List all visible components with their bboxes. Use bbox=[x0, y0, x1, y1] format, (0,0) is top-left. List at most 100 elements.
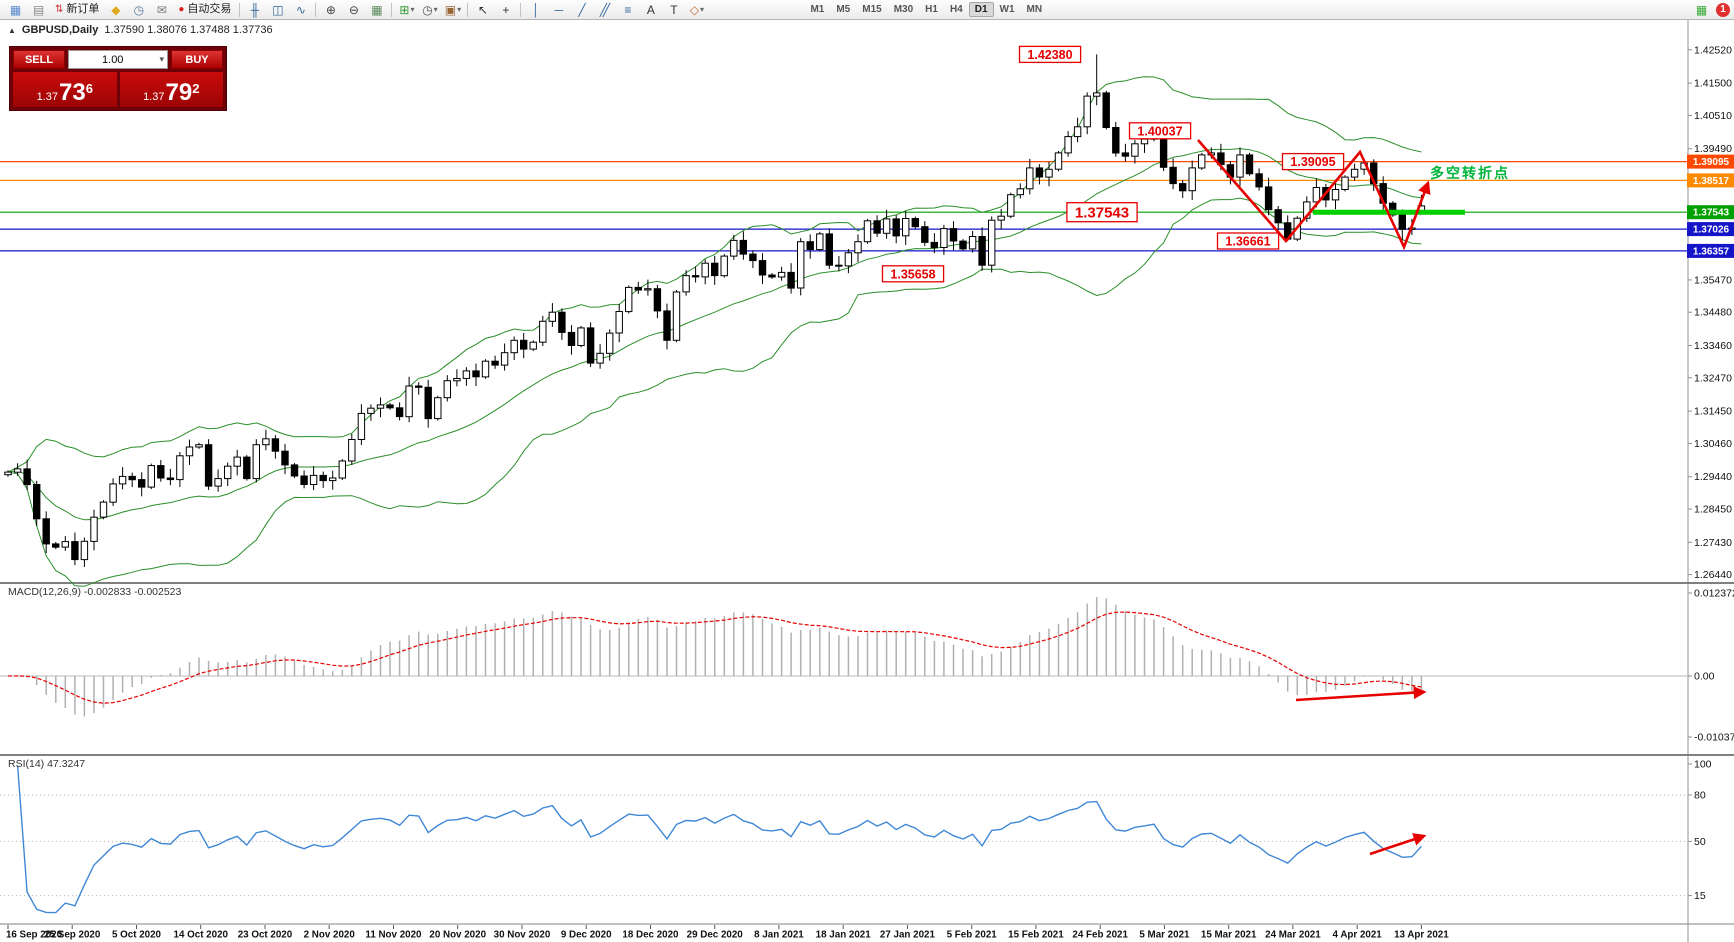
svg-text:1.31450: 1.31450 bbox=[1694, 406, 1732, 418]
turning-point-label: 多空转折点 bbox=[1430, 165, 1510, 181]
label-icon[interactable]: T bbox=[670, 2, 678, 17]
svg-text:24 Mar 2021: 24 Mar 2021 bbox=[1265, 930, 1321, 941]
svg-text:15: 15 bbox=[1694, 890, 1706, 902]
indicators-icon[interactable]: ⊞ ▾ bbox=[399, 2, 415, 17]
one-click-toggle-icon[interactable]: ▲ bbox=[8, 25, 16, 35]
svg-text:13 Apr 2021: 13 Apr 2021 bbox=[1394, 930, 1449, 941]
candles-chart-type-icon[interactable]: ◫ bbox=[272, 2, 284, 17]
main-toolbar: ▦ ▤ ⇅ 新订单 ◆ ◷ ✉ ● 自动交易 ╫ ◫ ∿ ⊕ ⊖ ▦ ⊞ ▾ ◷ ▾ ▣ ▾ ↖ + │ ─ ╱ ╱╱ ≡ A T ◇ ▾ M1… bbox=[0, 0, 1734, 20]
macd-panel: 0.012372 0.00 -0.010374 bbox=[0, 588, 1734, 744]
templates-icon-dropdown[interactable]: ▾ bbox=[457, 4, 462, 14]
svg-text:1.26440: 1.26440 bbox=[1694, 569, 1732, 581]
svg-text:2 Nov 2020: 2 Nov 2020 bbox=[304, 930, 356, 941]
svg-text:1.32470: 1.32470 bbox=[1694, 372, 1732, 384]
svg-text:1.34480: 1.34480 bbox=[1694, 307, 1732, 319]
svg-text:11 Nov 2020: 11 Nov 2020 bbox=[365, 930, 422, 941]
svg-text:24 Feb 2021: 24 Feb 2021 bbox=[1072, 930, 1128, 941]
crosshair-icon[interactable]: + bbox=[502, 2, 510, 17]
periods-icon-dropdown[interactable]: ▾ bbox=[433, 4, 438, 14]
buy-price-display[interactable]: 1.37 79 2 bbox=[119, 72, 223, 107]
mailbox-icon[interactable]: ✉ bbox=[156, 2, 167, 17]
candlesticks bbox=[4, 54, 1426, 567]
svg-text:5 Oct 2020: 5 Oct 2020 bbox=[112, 930, 162, 941]
svg-text:50: 50 bbox=[1694, 836, 1706, 848]
svg-text:100: 100 bbox=[1694, 759, 1712, 771]
sell-button[interactable]: SELL bbox=[13, 50, 65, 69]
volume-input[interactable] bbox=[69, 52, 157, 67]
svg-text:14 Oct 2020: 14 Oct 2020 bbox=[174, 930, 229, 941]
fibonacci-icon[interactable]: ≡ bbox=[624, 2, 632, 17]
timeframe-button-h4[interactable]: H4 bbox=[949, 4, 963, 15]
channel-icon[interactable]: ╱╱ bbox=[599, 2, 611, 17]
autotrading-button[interactable]: ● 自动交易 bbox=[178, 3, 232, 15]
shapes-icon-dropdown[interactable]: ▾ bbox=[700, 4, 705, 14]
svg-text:1.40510: 1.40510 bbox=[1694, 110, 1732, 122]
trendline-icon[interactable]: ╱ bbox=[578, 2, 586, 17]
timeframe-button-mn[interactable]: MN bbox=[1026, 4, 1043, 15]
svg-text:1.39095: 1.39095 bbox=[1290, 155, 1335, 169]
community-icon[interactable]: ▦ bbox=[1695, 2, 1708, 17]
svg-text:0.00: 0.00 bbox=[1694, 671, 1715, 683]
horizontal-line-icon[interactable]: ─ bbox=[554, 2, 564, 17]
timeframe-button-d1[interactable]: D1 bbox=[968, 2, 994, 17]
tile-windows-icon[interactable]: ▦ bbox=[371, 2, 383, 17]
svg-text:1.41500: 1.41500 bbox=[1694, 78, 1732, 90]
timeframe-button-w1[interactable]: W1 bbox=[999, 4, 1015, 15]
svg-text:4 Apr 2021: 4 Apr 2021 bbox=[1333, 930, 1383, 941]
sell-price-display[interactable]: 1.37 73 6 bbox=[13, 72, 117, 107]
timeframe-button-m5[interactable]: M5 bbox=[836, 4, 851, 15]
svg-text:1.27430: 1.27430 bbox=[1694, 537, 1732, 549]
timeframe-button-m30[interactable]: M30 bbox=[893, 4, 914, 15]
timeframe-button-h1[interactable]: H1 bbox=[925, 4, 938, 15]
svg-text:20 Nov 2020: 20 Nov 2020 bbox=[429, 930, 486, 941]
buy-button[interactable]: BUY bbox=[171, 50, 223, 69]
bars-chart-type-icon[interactable]: ╫ bbox=[250, 2, 260, 17]
svg-text:25 Sep 2020: 25 Sep 2020 bbox=[44, 930, 101, 941]
svg-text:15 Feb 2021: 15 Feb 2021 bbox=[1008, 930, 1064, 941]
rsi-panel: 100 80 50 15 bbox=[0, 759, 1712, 914]
svg-text:18 Dec 2020: 18 Dec 2020 bbox=[622, 930, 679, 941]
volume-dropdown-icon[interactable]: ▾ bbox=[159, 54, 164, 64]
bollinger-bands bbox=[7, 76, 1422, 587]
svg-text:1.28450: 1.28450 bbox=[1694, 504, 1732, 516]
notification-badge[interactable]: 1 bbox=[1716, 2, 1730, 17]
svg-text:27 Jan 2021: 27 Jan 2021 bbox=[880, 930, 936, 941]
trend-zigzag-drawing bbox=[1197, 139, 1431, 251]
line-chart-type-icon[interactable]: ∿ bbox=[295, 2, 306, 17]
price-tags: 1.39095 1.38517 1.37543 1.37026 1.36357 bbox=[1687, 154, 1734, 258]
alerts-icon[interactable]: ◷ bbox=[133, 2, 145, 17]
chart-title: ▲ GBPUSD,Daily 1.37590 1.38076 1.37488 1… bbox=[8, 24, 273, 36]
macd-indicator-label: MACD(12,26,9) -0.002833 -0.002523 bbox=[8, 586, 182, 598]
indicators-icon-dropdown[interactable]: ▾ bbox=[410, 4, 415, 14]
periods-icon[interactable]: ◷ ▾ bbox=[422, 2, 438, 17]
zoom-out-icon[interactable]: ⊖ bbox=[348, 2, 359, 17]
charts-window-icon[interactable]: ▦ bbox=[9, 2, 22, 17]
cursor-icon[interactable]: ↖ bbox=[477, 2, 488, 17]
svg-text:1.42520: 1.42520 bbox=[1694, 44, 1732, 56]
svg-text:18 Jan 2021: 18 Jan 2021 bbox=[816, 930, 872, 941]
new-order-button[interactable]: ⇅ 新订单 bbox=[55, 3, 100, 15]
price-axis: 1.425201.415001.405101.394901.384801.374… bbox=[1688, 44, 1732, 581]
shapes-icon[interactable]: ◇ ▾ bbox=[689, 2, 705, 17]
toolbar-separator bbox=[520, 2, 522, 17]
volume-field: ▾ bbox=[68, 50, 168, 69]
svg-text:1.42380: 1.42380 bbox=[1027, 48, 1072, 62]
svg-text:1.35658: 1.35658 bbox=[890, 267, 935, 281]
zoom-in-icon[interactable]: ⊕ bbox=[325, 2, 336, 17]
svg-text:9 Dec 2020: 9 Dec 2020 bbox=[561, 930, 612, 941]
expert-advisors-icon[interactable]: ◆ bbox=[111, 2, 121, 17]
svg-text:1.38517: 1.38517 bbox=[1693, 176, 1730, 187]
svg-text:23 Oct 2020: 23 Oct 2020 bbox=[238, 930, 293, 941]
svg-text:30 Nov 2020: 30 Nov 2020 bbox=[494, 930, 551, 941]
svg-text:1.39490: 1.39490 bbox=[1694, 143, 1732, 155]
timeframe-button-m1[interactable]: M1 bbox=[810, 4, 825, 15]
timeframe-button-m15[interactable]: M15 bbox=[862, 4, 882, 15]
svg-text:1.29440: 1.29440 bbox=[1694, 471, 1732, 483]
vertical-line-icon[interactable]: │ bbox=[532, 2, 540, 17]
templates-icon[interactable]: ▣ ▾ bbox=[444, 2, 462, 17]
symbol-period-label: GBPUSD,Daily bbox=[21, 24, 99, 36]
profile-icon[interactable]: ▤ bbox=[32, 2, 45, 17]
text-icon[interactable]: A bbox=[646, 2, 655, 17]
